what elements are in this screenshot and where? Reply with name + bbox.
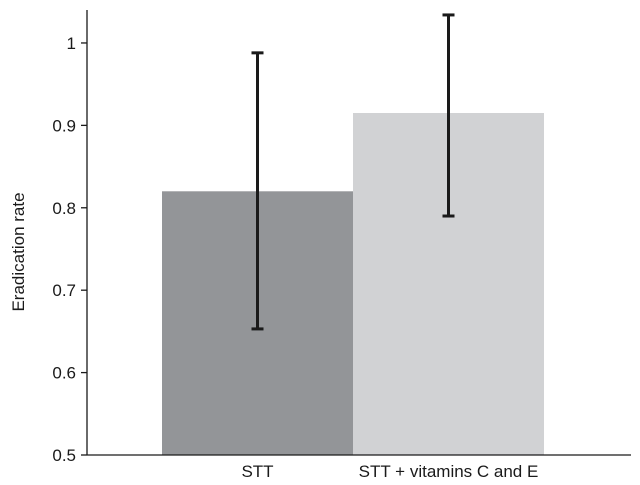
error-bar-2: [442, 13, 455, 218]
y-ticks-group: 0.5 0.6 0.7 0.8 0.9 1: [52, 34, 87, 465]
y-tick-label: 0.6: [52, 364, 76, 383]
y-tick-label: 0.7: [52, 281, 76, 300]
x-tick-label: STT: [241, 462, 273, 481]
x-tick-label: STT + vitamins C and E: [359, 462, 539, 481]
x-labels-group: STT STT + vitamins C and E: [241, 462, 538, 481]
y-tick-label: 0.5: [52, 446, 76, 465]
error-bar-1: [251, 51, 264, 331]
y-tick-label: 0.8: [52, 199, 76, 218]
bars-group: [162, 113, 544, 455]
y-axis-title: Eradication rate: [9, 192, 28, 311]
y-tick-label: 1: [67, 34, 76, 53]
error-bars-group: [251, 13, 455, 331]
y-tick-label: 0.9: [52, 116, 76, 135]
